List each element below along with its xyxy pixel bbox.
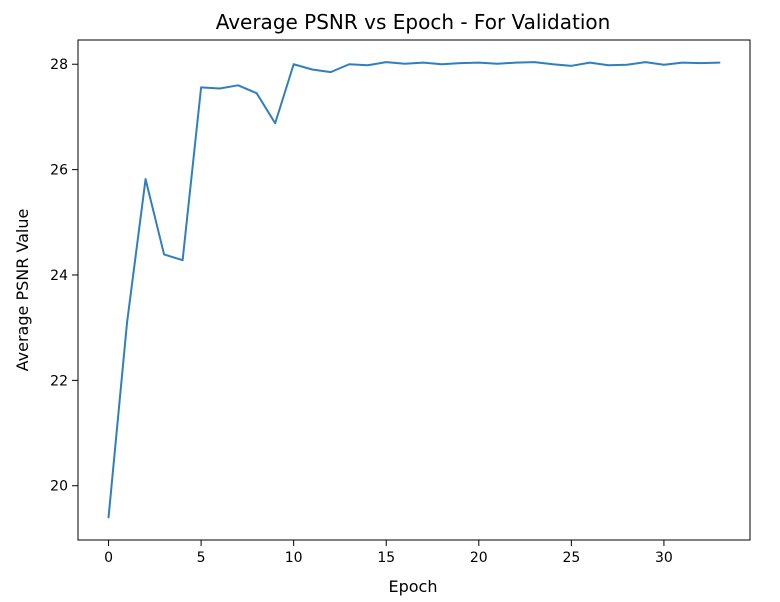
x-axis-label: Epoch [389,577,438,596]
y-tick-label: 28 [50,57,68,73]
data-points [108,62,720,518]
y-axis-label: Average PSNR Value [13,209,32,372]
x-tick-label: 5 [197,550,206,566]
x-axis-ticks: 0 5 10 15 20 25 30 [104,540,673,566]
x-tick-label: 10 [285,550,303,566]
x-tick-label: 20 [470,550,488,566]
psnr-series-line [107,61,721,519]
x-tick-label: 15 [377,550,395,566]
y-tick-label: 26 [50,163,68,179]
y-tick-label: 20 [50,479,68,495]
x-tick-label: 30 [655,550,673,566]
plot-frame [77,39,751,541]
y-axis-ticks: 20 22 24 26 28 [50,57,78,495]
y-tick-label: 22 [50,373,68,389]
x-tick-label: 0 [104,550,113,566]
x-tick-label: 25 [562,550,580,566]
y-tick-label: 24 [50,268,68,284]
chart-title: Average PSNR vs Epoch - For Validation [216,10,611,34]
